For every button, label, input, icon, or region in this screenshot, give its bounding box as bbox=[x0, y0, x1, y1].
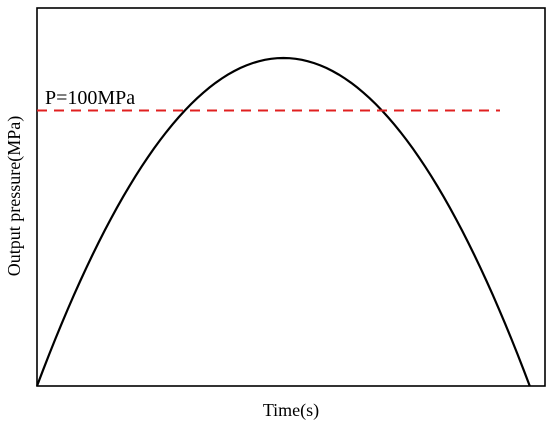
x-axis-label: Time(s) bbox=[263, 400, 319, 421]
reference-line-label: P=100MPa bbox=[45, 87, 135, 109]
series-line bbox=[35, 56, 531, 387]
plot-frame bbox=[36, 7, 546, 387]
y-axis-label: Output pressure(MPa) bbox=[4, 116, 25, 276]
